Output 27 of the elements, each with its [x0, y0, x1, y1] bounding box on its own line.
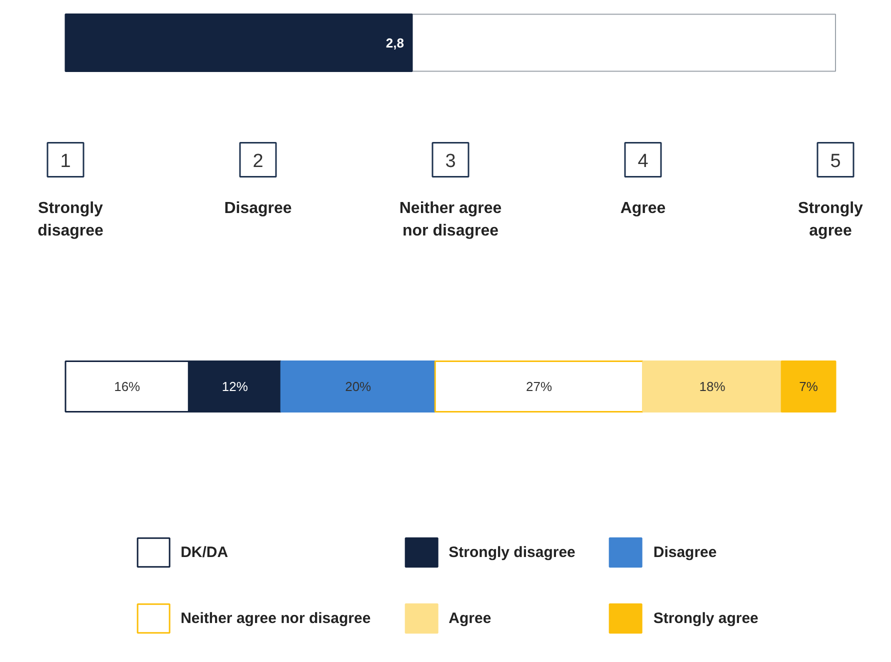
legend-label: DK/DA — [180, 544, 228, 560]
bar — [780, 360, 836, 412]
x-tick-label: 1 — [60, 150, 71, 172]
bar — [642, 360, 782, 412]
data-label: 20% — [345, 379, 372, 394]
data-label: 18% — [699, 379, 726, 394]
data-label: 2,8 — [386, 35, 404, 50]
legend-label: Strongly agree — [653, 610, 758, 626]
data-label: 27% — [526, 379, 552, 394]
data-label: 12% — [222, 379, 248, 394]
bar — [434, 360, 644, 412]
data-label: 7% — [799, 379, 818, 394]
legend-label: Strongly disagree — [448, 544, 576, 560]
data-label: 16% — [114, 379, 141, 394]
text: Agree — [620, 200, 666, 217]
x-tick-label: 2 — [252, 150, 264, 172]
text: Neither agree nor disagree — [399, 200, 502, 240]
bar — [280, 360, 436, 412]
text: Disagree — [224, 200, 292, 217]
x-tick-label: 4 — [638, 150, 649, 172]
x-tick-label: 3 — [445, 150, 456, 172]
legend-label: Agree — [448, 610, 492, 626]
legend-label: Neither agree nor disagree — [180, 610, 371, 626]
text: Strongly disagree — [38, 200, 104, 240]
text: Strongly agree — [798, 200, 864, 240]
x-tick-label: 5 — [830, 150, 841, 172]
legend-label: Disagree — [653, 544, 717, 560]
